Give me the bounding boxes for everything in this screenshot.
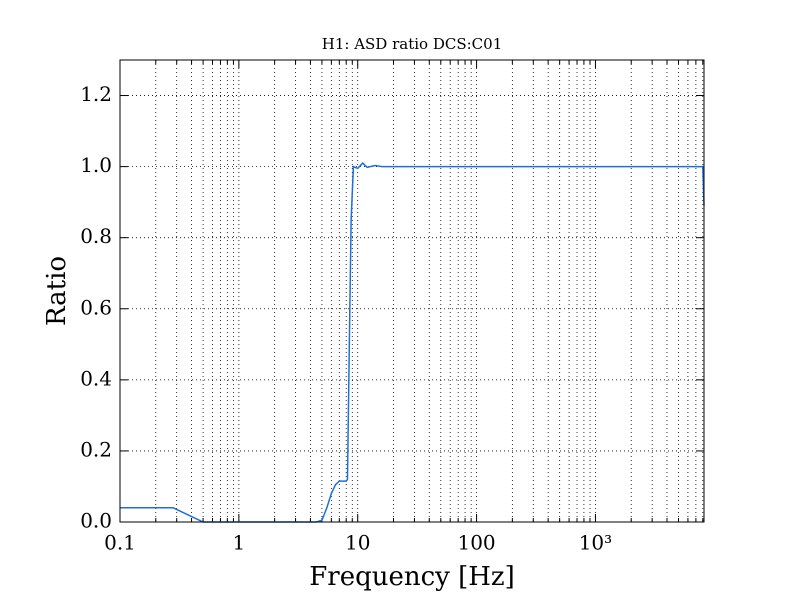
x-tick-label: 10³ (579, 531, 612, 555)
data-line (120, 161, 705, 523)
y-tick-label: 0.2 (80, 437, 112, 461)
y-tick-label: 1.2 (80, 82, 112, 106)
plot-frame (119, 59, 705, 523)
x-tick-label: 1 (232, 531, 245, 555)
x-axis-label: Frequency [Hz] (309, 562, 515, 592)
y-tick-label: 0.8 (80, 224, 112, 248)
chart-title: H1: ASD ratio DCS:C01 (322, 35, 502, 53)
y-tick-label: 0.6 (80, 295, 112, 319)
x-tick-label: 0.1 (104, 531, 136, 555)
y-tick-label: 1.0 (80, 153, 112, 177)
x-tick-label: 100 (457, 531, 495, 555)
y-tick-label: 0.4 (80, 366, 112, 390)
y-tick-label: 0.0 (80, 509, 112, 533)
x-tick-label: 10 (345, 531, 370, 555)
y-axis-label: Ratio (42, 256, 72, 326)
